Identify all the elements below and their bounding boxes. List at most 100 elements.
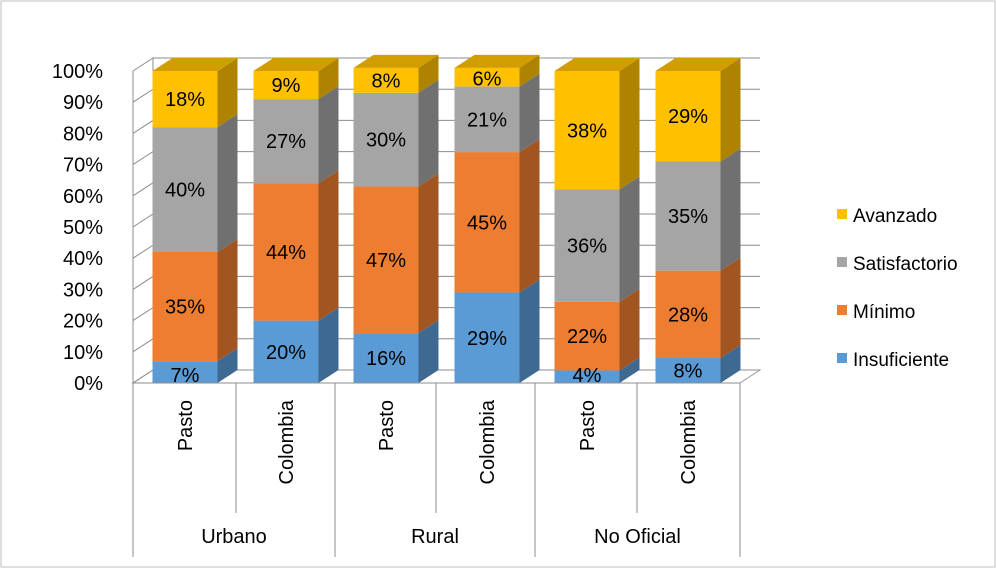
bar-segment: [655, 161, 721, 271]
legend-label: Insuficiente: [853, 350, 949, 371]
bar-side: [318, 170, 339, 321]
bar-side: [519, 279, 540, 383]
data-label: 35%: [165, 297, 205, 319]
bar-side: [619, 357, 640, 383]
y-tick-label: 90%: [63, 92, 103, 114]
legend-swatch: [837, 305, 847, 315]
data-label: 38%: [567, 120, 607, 142]
bar-side: [418, 320, 439, 383]
bar-top: [152, 58, 238, 71]
data-label: 8%: [372, 70, 401, 92]
bar-segment: [554, 189, 620, 302]
bar-segment: [253, 99, 319, 184]
data-label: 40%: [165, 180, 205, 202]
bar-side: [720, 345, 741, 383]
bar-side: [318, 86, 339, 184]
legend-label: Avanzado: [853, 206, 937, 227]
bar-top: [655, 58, 741, 71]
bar-segment: [152, 251, 218, 362]
bar-side: [217, 58, 238, 128]
bar-side: [720, 257, 741, 359]
data-label: 30%: [366, 130, 406, 152]
bar-segment: [353, 67, 419, 93]
data-label: 45%: [467, 212, 507, 234]
bar-segment: [454, 152, 520, 293]
bar-segment: [353, 333, 419, 383]
data-label: 20%: [266, 342, 306, 364]
bar-side: [217, 348, 238, 383]
x-group-label: Rural: [411, 526, 459, 548]
data-label: 36%: [567, 236, 607, 258]
y-tick-label: 40%: [63, 248, 103, 270]
bar-segment: [454, 86, 520, 153]
data-label: 16%: [366, 348, 406, 370]
bar-segment: [655, 270, 721, 359]
bar-segment: [554, 71, 620, 190]
data-label: 4%: [573, 365, 602, 387]
bar-side: [318, 58, 339, 100]
bar-top: [454, 54, 540, 68]
data-label: 7%: [171, 365, 200, 387]
bar-side: [418, 173, 439, 334]
bar-segment: [152, 361, 218, 383]
x-tick-label: Pasto: [175, 400, 197, 451]
y-tick-label: 10%: [63, 342, 103, 364]
x-tick-label: Colombia: [477, 399, 499, 484]
bar-segment: [554, 301, 620, 371]
bar-side: [720, 58, 741, 162]
bar-segment: [454, 67, 520, 87]
bar-side: [619, 288, 640, 371]
y-tick-label: 80%: [63, 123, 103, 145]
bar-side: [217, 238, 238, 362]
bar-segment: [253, 183, 319, 321]
bar-top: [253, 58, 339, 71]
x-tick-label: Pasto: [376, 400, 398, 451]
legend-swatch: [837, 209, 847, 219]
bar-segment: [554, 370, 620, 383]
bar-segment: [353, 92, 419, 187]
y-tick-label: 20%: [63, 311, 103, 333]
data-label: 28%: [668, 304, 708, 326]
bar-side: [619, 176, 640, 302]
bar-side: [418, 54, 439, 93]
bar-segment: [253, 71, 319, 100]
bar-side: [418, 79, 439, 187]
data-label: 21%: [467, 109, 507, 131]
y-tick-label: 100%: [52, 61, 103, 83]
x-tick-label: Pasto: [577, 400, 599, 451]
y-tick-label: 60%: [63, 186, 103, 208]
data-label: 18%: [165, 89, 205, 111]
legend-label: Satisfactorio: [853, 254, 958, 275]
legend-label: Mínimo: [853, 302, 915, 323]
data-label: 44%: [266, 242, 306, 264]
bar-segment: [253, 320, 319, 383]
y-tick-label: 30%: [63, 279, 103, 301]
bar-top: [353, 54, 439, 68]
legend-swatch: [837, 353, 847, 363]
data-label: 9%: [272, 75, 301, 97]
y-tick-label: 70%: [63, 155, 103, 177]
bar-segment: [655, 358, 721, 383]
x-tick-label: Colombia: [276, 399, 298, 484]
bar-segment: [454, 292, 520, 383]
bar-segment: [152, 71, 218, 128]
bar-segment: [655, 71, 721, 162]
bar-segment: [152, 127, 218, 252]
data-label: 6%: [473, 69, 502, 91]
data-label: 8%: [674, 361, 703, 383]
data-label: 29%: [668, 106, 708, 128]
bar-side: [619, 58, 640, 190]
bar-top: [554, 58, 640, 71]
bar-side: [720, 148, 741, 271]
bar-side: [217, 114, 238, 252]
x-group-label: Urbano: [201, 526, 267, 548]
bar-segment: [353, 186, 419, 334]
data-label: 27%: [266, 131, 306, 153]
data-label: 22%: [567, 326, 607, 348]
bar-side: [519, 54, 540, 87]
legend-swatch: [837, 257, 847, 267]
x-tick-label: Colombia: [678, 399, 700, 484]
y-tick-label: 50%: [63, 217, 103, 239]
